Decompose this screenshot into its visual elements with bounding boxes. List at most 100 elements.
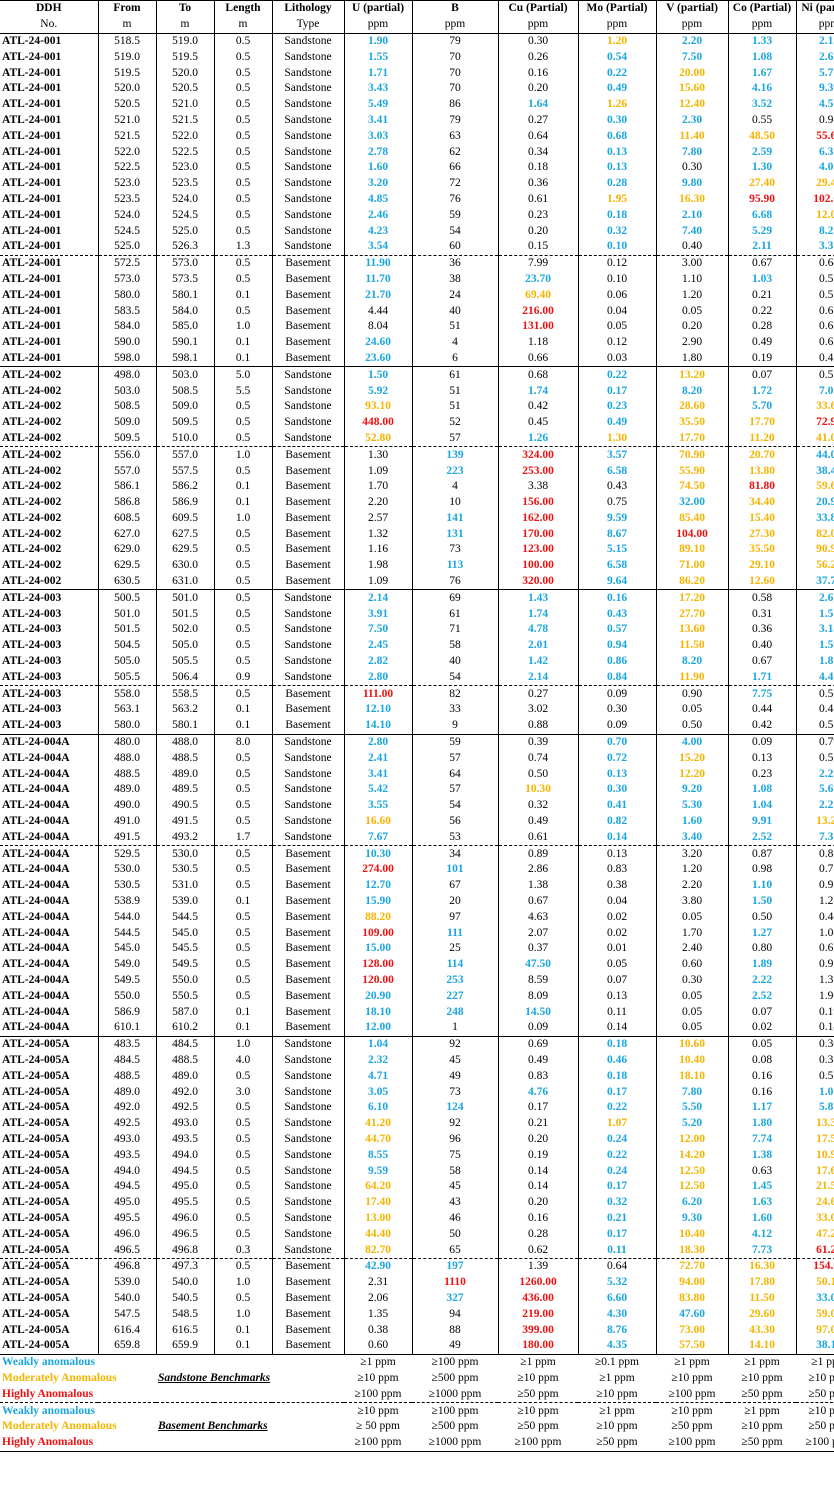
cu-cell: 399.00 bbox=[498, 1322, 579, 1338]
ddh-cell: ATL-24-002 bbox=[0, 414, 99, 431]
b-cell: 101 bbox=[412, 862, 499, 878]
co-cell: 0.23 bbox=[728, 766, 797, 783]
table-row: ATL-24-002 627.0 627.5 0.5 Basement 1.32 131 17… bbox=[0, 526, 834, 543]
table-row: ATL-24-001 520.0 520.5 0.5 Sandstone 3.43 70 0.… bbox=[0, 80, 834, 97]
b-cell: 327 bbox=[412, 1290, 499, 1307]
cu-cell: 0.62 bbox=[498, 1242, 579, 1259]
cu-cell: 3.38 bbox=[498, 478, 579, 495]
mo-cell: 0.94 bbox=[578, 637, 657, 654]
ddh-cell: ATL-24-002 bbox=[0, 463, 99, 479]
lithology-cell: Basement bbox=[272, 717, 345, 735]
cu-cell: 0.61 bbox=[498, 191, 579, 208]
ni-cell: 33.80 bbox=[796, 510, 834, 527]
table-row: ATL-24-001 572.5 573.0 0.5 Basement 11.90 36 7.… bbox=[0, 254, 834, 272]
ni-cell: 17.50 bbox=[796, 1131, 834, 1148]
lithology-cell: Basement bbox=[272, 463, 345, 479]
table-row: ATL-24-001 524.0 524.5 0.5 Sandstone 2.46 59 0.… bbox=[0, 207, 834, 224]
ni-cell: 0.52 bbox=[796, 1068, 834, 1085]
co-cell: 14.10 bbox=[728, 1337, 797, 1355]
u-cell: 1.90 bbox=[344, 32, 413, 50]
mo-cell: 0.11 bbox=[578, 1004, 657, 1020]
mo-cell: 0.14 bbox=[578, 1020, 657, 1037]
lithology-cell: Basement bbox=[272, 350, 345, 367]
ddh-cell: ATL-24-005A bbox=[0, 1147, 99, 1164]
table-row: ATL-24-003 505.5 506.4 0.9 Sandstone 2.80 54 2.… bbox=[0, 669, 834, 686]
v-cell: 73.00 bbox=[656, 1322, 729, 1338]
b-cell: 64 bbox=[412, 766, 499, 783]
ddh-cell: ATL-24-004A bbox=[0, 877, 99, 894]
ddh-cell: ATL-24-001 bbox=[0, 96, 99, 113]
u-cell: 0.60 bbox=[344, 1337, 413, 1355]
length-cell: 0.5 bbox=[214, 191, 273, 208]
lithology-cell: Basement bbox=[272, 1257, 345, 1275]
length-cell: 0.5 bbox=[214, 622, 273, 638]
from-cell: 493.5 bbox=[98, 1147, 157, 1164]
u-cell: 64.20 bbox=[344, 1178, 413, 1195]
threshold-cell: ≥50 ppm bbox=[578, 1434, 656, 1452]
to-cell: 519.5 bbox=[156, 49, 215, 66]
v-cell: 70.90 bbox=[656, 446, 729, 464]
ni-cell: 154.00 bbox=[796, 1257, 834, 1275]
length-cell: 0.1 bbox=[214, 1020, 273, 1037]
length-cell: 0.5 bbox=[214, 653, 273, 670]
from-cell: 488.0 bbox=[98, 750, 157, 767]
lithology-cell: Basement bbox=[272, 287, 345, 304]
co-cell: 11.20 bbox=[728, 430, 797, 447]
co-cell: 81.80 bbox=[728, 478, 797, 495]
length-cell: 1.7 bbox=[214, 829, 273, 846]
from-cell: 491.5 bbox=[98, 829, 157, 846]
table-row: ATL-24-001 521.0 521.5 0.5 Sandstone 3.41 79 0.… bbox=[0, 112, 834, 129]
from-cell: 518.5 bbox=[98, 32, 157, 50]
length-cell: 1.0 bbox=[214, 510, 273, 527]
u-cell: 44.40 bbox=[344, 1226, 413, 1243]
length-cell: 0.5 bbox=[214, 80, 273, 97]
b-cell: 141 bbox=[412, 510, 499, 527]
cu-cell: 0.20 bbox=[498, 1194, 579, 1211]
ni-cell: 4.51 bbox=[796, 96, 834, 113]
from-cell: 489.0 bbox=[98, 1084, 157, 1100]
mo-cell: 0.12 bbox=[578, 254, 657, 272]
lithology-cell: Basement bbox=[272, 845, 345, 863]
table-row: ATL-24-002 508.5 509.0 0.5 Sandstone 93.10 51 0… bbox=[0, 398, 834, 415]
table-row: ATL-24-001 598.0 598.1 0.1 Basement 23.60 6 0.6… bbox=[0, 350, 834, 367]
v-cell: 2.30 bbox=[656, 112, 729, 129]
length-cell: 0.5 bbox=[214, 112, 273, 129]
co-cell: 1.04 bbox=[728, 797, 797, 814]
to-cell: 521.5 bbox=[156, 112, 215, 129]
length-cell: 0.5 bbox=[214, 542, 273, 558]
mo-cell: 4.35 bbox=[578, 1337, 657, 1355]
v-cell: 3.40 bbox=[656, 829, 729, 846]
lithology-cell: Sandstone bbox=[272, 782, 345, 798]
to-cell: 521.0 bbox=[156, 96, 215, 113]
v-cell: 12.20 bbox=[656, 766, 729, 783]
b-cell: 97 bbox=[412, 909, 499, 926]
to-cell: 557.5 bbox=[156, 463, 215, 479]
co-cell: 1.60 bbox=[728, 1210, 797, 1227]
cu-cell: 131.00 bbox=[498, 318, 579, 335]
co-cell: 1.10 bbox=[728, 877, 797, 894]
anomaly-level-label: Highly Anomalous bbox=[2, 1387, 94, 1400]
from-cell: 529.5 bbox=[98, 845, 157, 863]
ddh-cell: ATL-24-002 bbox=[0, 430, 99, 447]
b-cell: 67 bbox=[412, 877, 499, 894]
ddh-cell: ATL-24-005A bbox=[0, 1131, 99, 1148]
u-cell: 6.10 bbox=[344, 1099, 413, 1116]
b-cell: 61 bbox=[412, 606, 499, 623]
b-cell: 72 bbox=[412, 175, 499, 192]
threshold-cell: ≥10 ppm bbox=[671, 1371, 713, 1384]
from-cell: 563.1 bbox=[98, 702, 157, 718]
table-row: ATL-24-005A 547.5 548.5 1.0 Basement 1.35 94 21… bbox=[0, 1306, 834, 1323]
u-cell: 24.60 bbox=[344, 334, 413, 351]
u-cell: 1.60 bbox=[344, 159, 413, 176]
ddh-cell: ATL-24-005A bbox=[0, 1115, 99, 1132]
lithology-cell: Basement bbox=[272, 1322, 345, 1338]
mo-cell: 0.10 bbox=[578, 271, 657, 288]
ni-cell: 4.41 bbox=[796, 669, 834, 686]
ddh-cell: ATL-24-001 bbox=[0, 238, 99, 256]
v-cell: 17.20 bbox=[656, 589, 729, 607]
length-cell: 0.5 bbox=[214, 1226, 273, 1243]
v-cell: 12.50 bbox=[656, 1163, 729, 1179]
ni-cell: 41.00 bbox=[796, 430, 834, 447]
ddh-cell: ATL-24-005A bbox=[0, 1337, 99, 1355]
unit-length: m bbox=[214, 16, 273, 34]
